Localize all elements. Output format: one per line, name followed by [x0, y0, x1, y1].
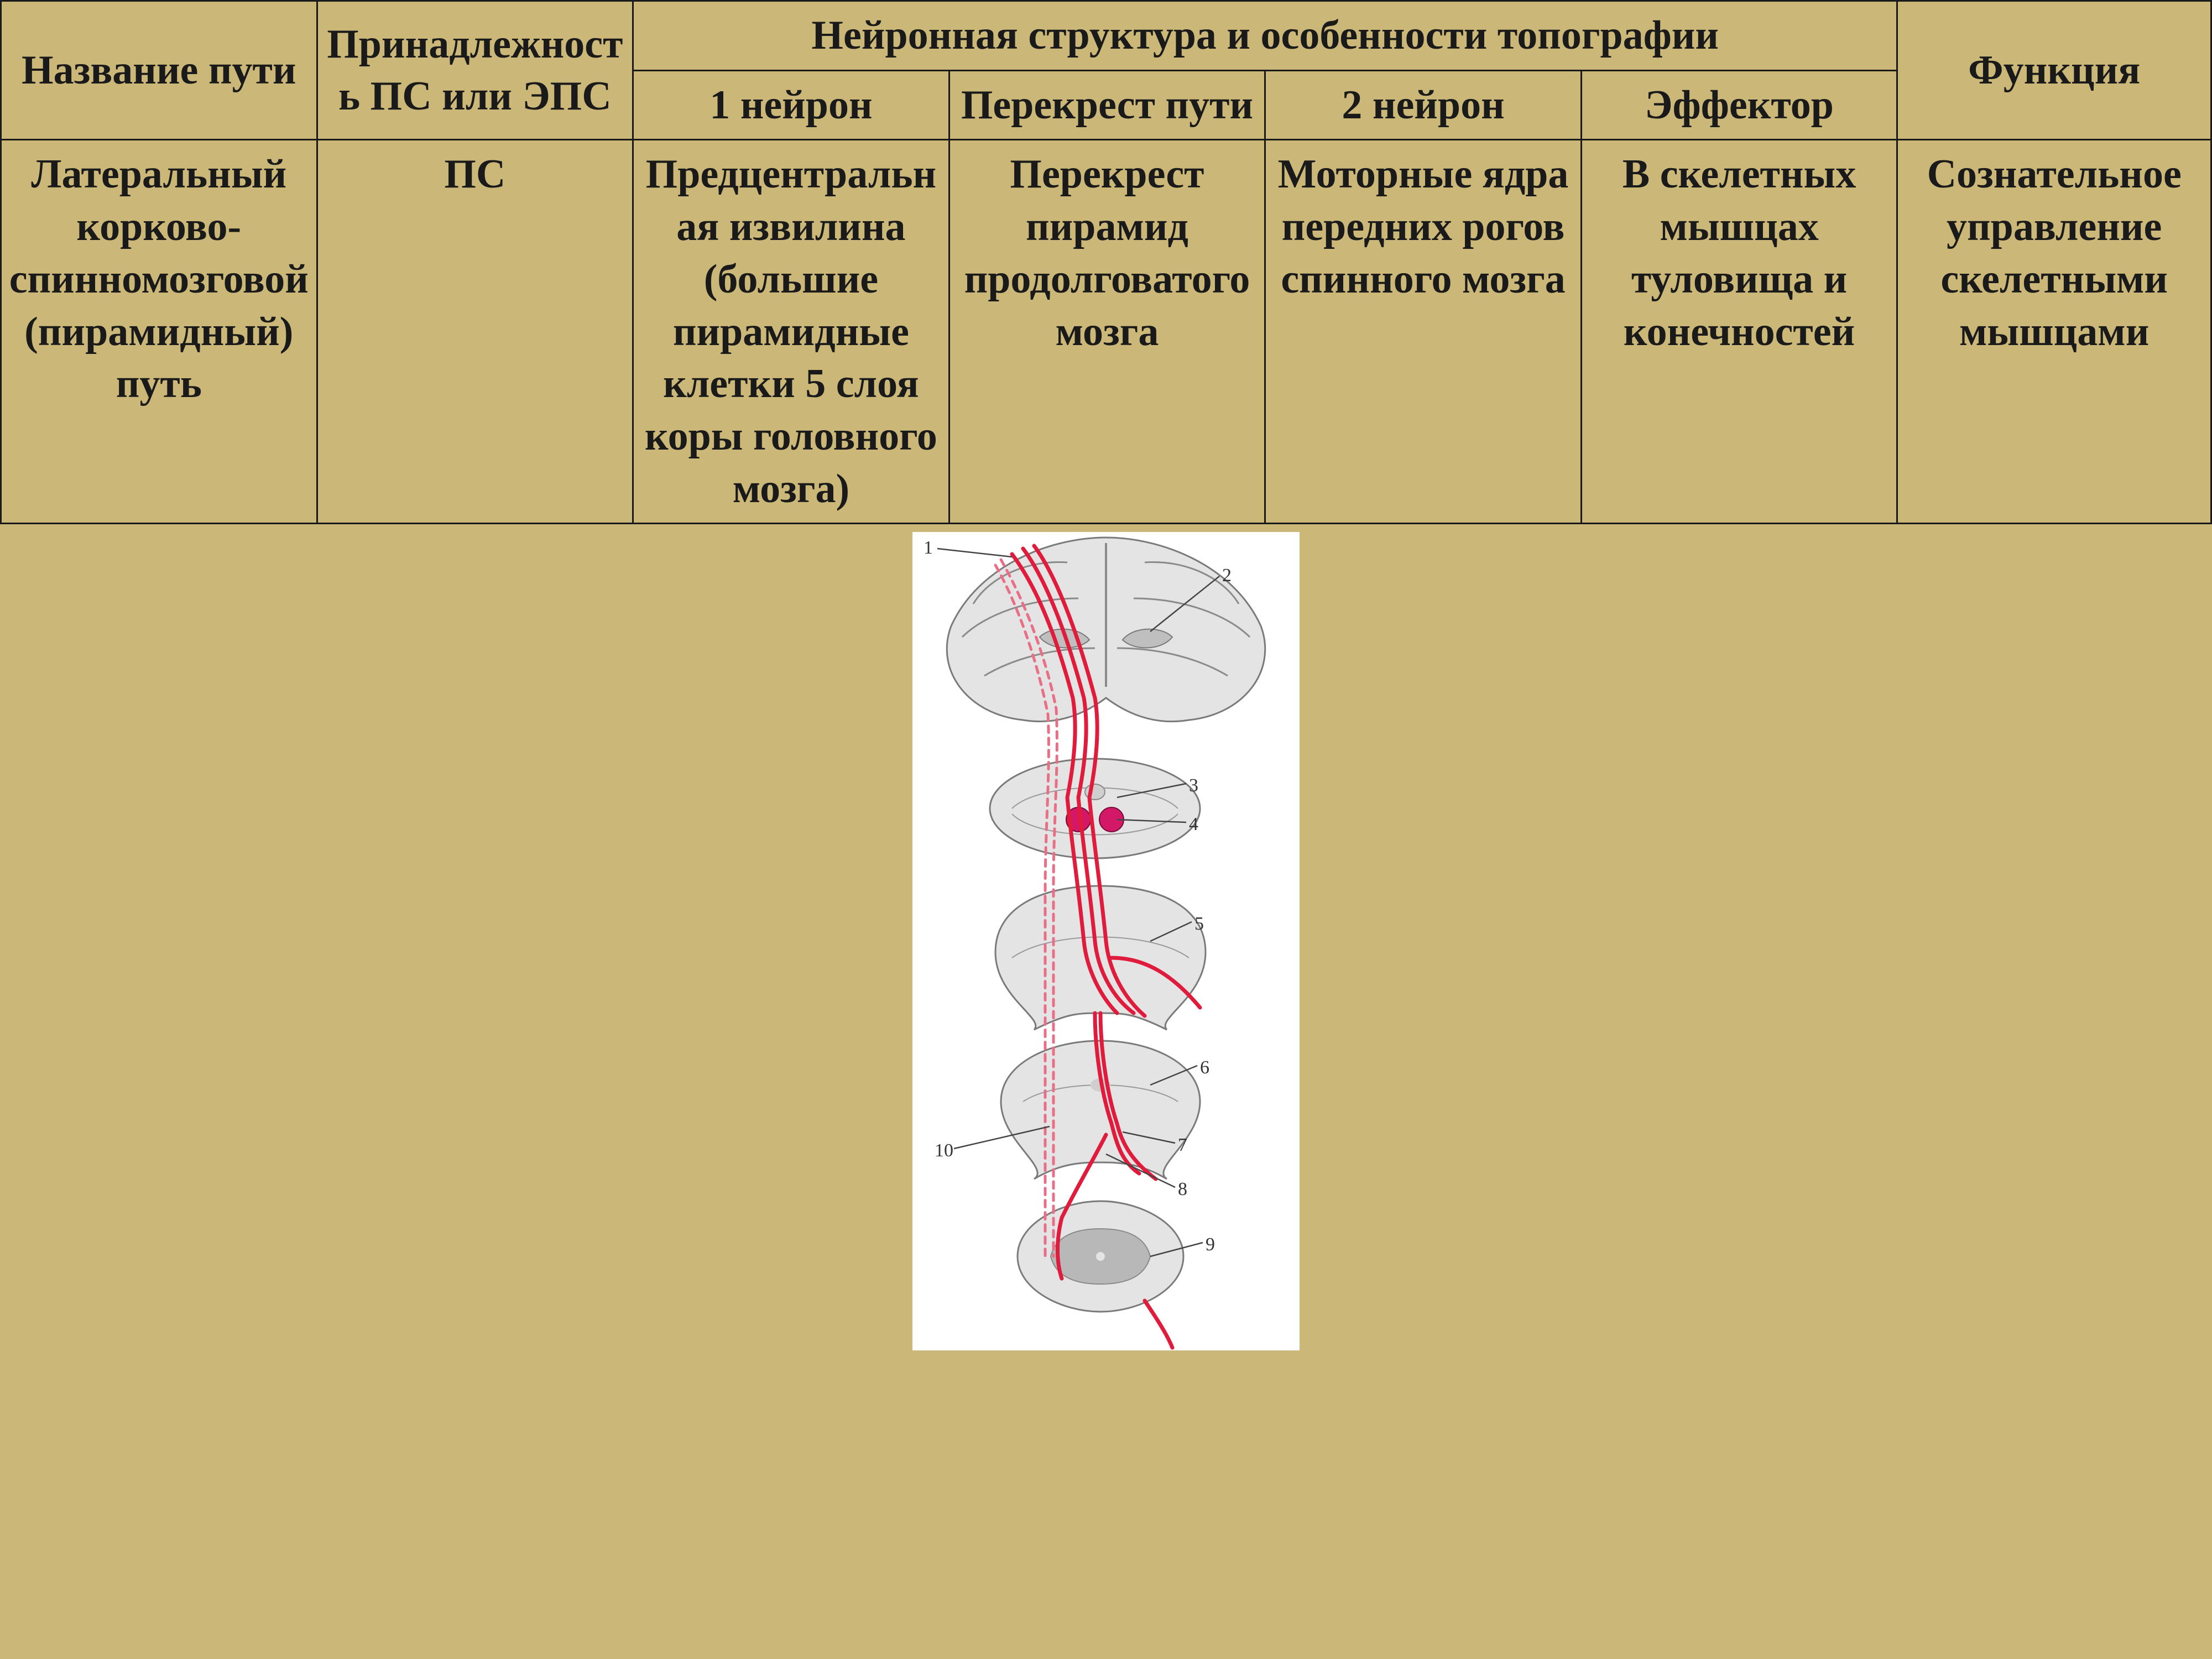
- diagram-label-5: 5: [1194, 914, 1204, 935]
- col-neuronal-group: Нейронная структура и особенности топогр…: [633, 1, 1897, 71]
- diagram-svg: [912, 532, 1300, 1350]
- diagram-label-7: 7: [1178, 1135, 1187, 1156]
- diagram-label-6: 6: [1200, 1057, 1209, 1078]
- col-system: Принадлежность ПС или ЭПС: [317, 1, 633, 140]
- diagram-label-3: 3: [1189, 775, 1198, 796]
- cell-neuron2: Моторные ядра передних рогов спинного мо…: [1265, 140, 1582, 524]
- cell-system: ПС: [317, 140, 633, 524]
- col-neuron1: 1 нейрон: [633, 70, 950, 140]
- col-neuron2: 2 нейрон: [1265, 70, 1582, 140]
- col-function: Функция: [1897, 1, 2211, 140]
- cell-neuron1: Предцентральная извилина (большие пирами…: [633, 140, 950, 524]
- cell-effector: В скелетных мышцах туловища и конечносте…: [1581, 140, 1897, 524]
- diagram-label-9: 9: [1206, 1234, 1215, 1255]
- table-row: Латеральный корково-спинномозговой (пира…: [1, 140, 2211, 524]
- diagram-label-8: 8: [1178, 1179, 1187, 1200]
- header-row-1: Название пути Принадлежность ПС или ЭПС …: [1, 1, 2211, 71]
- diagram-label-1: 1: [924, 538, 933, 559]
- diagram-label-10: 10: [935, 1140, 953, 1161]
- col-effector: Эффектор: [1581, 70, 1897, 140]
- col-decussation: Перекрест пути: [949, 70, 1265, 140]
- medulla-section: [1001, 1041, 1200, 1179]
- pyramidal-tract-diagram: 1 2 3 4 5 6 7 8 9 10: [912, 532, 1300, 1350]
- cell-pathway-name: Латеральный корково-спинномозговой (пира…: [1, 140, 317, 524]
- slide-container: Название пути Принадлежность ПС или ЭПС …: [0, 0, 2212, 1659]
- spinal-section: [1018, 1201, 1183, 1312]
- cell-decussation: Перекрест пирамид продолговатого мозга: [949, 140, 1265, 524]
- diagram-label-2: 2: [1222, 565, 1232, 586]
- col-pathway-name: Название пути: [1, 1, 317, 140]
- pathway-table: Название пути Принадлежность ПС или ЭПС …: [0, 0, 2212, 524]
- cell-function: Сознательное управление скелетными мышца…: [1897, 140, 2211, 524]
- diagram-label-4: 4: [1189, 814, 1198, 835]
- diagram-area: 1 2 3 4 5 6 7 8 9 10: [0, 532, 2212, 1350]
